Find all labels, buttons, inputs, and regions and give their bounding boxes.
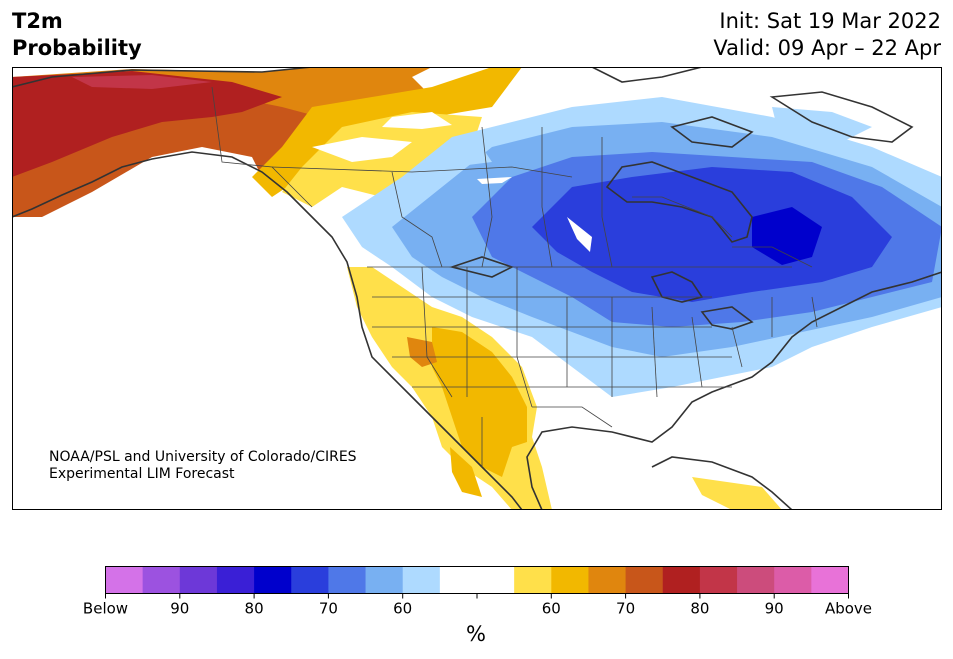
colorbar-cell <box>588 566 627 594</box>
colorbar-tick-label: 80 <box>245 600 264 618</box>
political-borders <box>211 86 818 467</box>
colorbar-cell <box>142 566 181 594</box>
colorbar-tick-label: 90 <box>170 600 189 618</box>
colorbar: Below 90 80 70 60 60 70 80 90 Above <box>83 566 872 618</box>
colorbar-cell <box>216 566 255 594</box>
map-title: T2m Probability <box>12 8 142 62</box>
probability-map <box>12 67 942 510</box>
credit-line-1: NOAA/PSL and University of Colorado/CIRE… <box>49 449 357 465</box>
coastlines <box>12 67 942 510</box>
valid-range: Valid: 09 Apr – 22 Apr <box>713 36 941 60</box>
warm-anomaly-west-us <box>347 267 782 510</box>
colorbar-tick-label: 90 <box>765 600 784 618</box>
colorbar-cell <box>551 566 589 594</box>
cold-anomaly-canada <box>342 67 942 397</box>
colorbar-cell <box>439 566 478 594</box>
warm-anomaly-alaska <box>12 67 522 217</box>
colorbar-cell <box>365 566 404 594</box>
colorbar-tick-label: 70 <box>616 600 635 618</box>
title-variable: T2m <box>12 9 63 33</box>
colorbar-tick-label: 60 <box>393 600 412 618</box>
colorbar-tick-label: 60 <box>542 600 561 618</box>
colorbar-cell <box>514 566 552 594</box>
title-product: Probability <box>12 36 142 60</box>
colorbar-cell <box>737 566 775 594</box>
colorbar-tick-label: Below <box>83 600 128 618</box>
colorbar-cell <box>179 566 218 594</box>
credit-line-2: Experimental LIM Forecast <box>49 466 235 482</box>
colorbar-cell <box>105 566 144 594</box>
colorbar-cell <box>811 566 849 594</box>
init-date: Init: Sat 19 Mar 2022 <box>719 9 941 33</box>
colorbar-cell <box>699 566 738 594</box>
colorbar-cell <box>477 566 515 594</box>
colorbar-ticks: Below 90 80 70 60 60 70 80 90 Above <box>83 593 872 618</box>
colorbar-cell <box>328 566 367 594</box>
colorbar-cell <box>774 566 812 594</box>
colorbar-cells <box>105 566 849 594</box>
colorbar-tick-label: 80 <box>690 600 709 618</box>
colorbar-cell <box>662 566 701 594</box>
colorbar-cell <box>402 566 441 594</box>
data-credit: NOAA/PSL and University of Colorado/CIRE… <box>49 449 357 483</box>
colorbar-unit: % <box>466 622 486 646</box>
colorbar-tick-label: 70 <box>319 600 338 618</box>
colorbar-cell <box>291 566 329 594</box>
forecast-dates: Init: Sat 19 Mar 2022 Valid: 09 Apr – 22… <box>713 8 941 62</box>
colorbar-tick-label: Above <box>825 600 872 618</box>
colorbar-cell <box>625 566 664 594</box>
colorbar-cell <box>254 566 292 594</box>
